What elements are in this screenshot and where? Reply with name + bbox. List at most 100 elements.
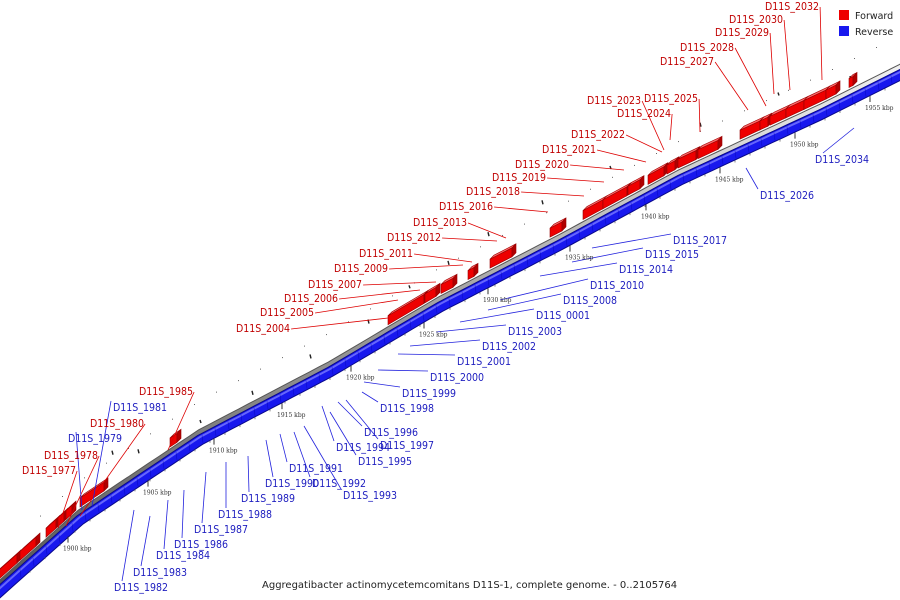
tick-label: 1920 kbp xyxy=(346,375,375,382)
reverse-gene-label: D11S_2014 xyxy=(619,264,673,276)
dotted-guide xyxy=(568,200,569,202)
reverse-gene-boundary xyxy=(422,313,425,322)
tick-label: 1925 kbp xyxy=(419,331,448,338)
reverse-gene-boundary xyxy=(786,126,789,135)
leader-line xyxy=(293,431,311,478)
reverse-gene-boundary xyxy=(682,174,685,183)
tick-label: 1905 kbp xyxy=(143,490,172,497)
backbone xyxy=(0,64,900,586)
forward-gene-side xyxy=(176,428,182,444)
leader-line xyxy=(669,113,673,141)
forward-gene-side xyxy=(511,243,517,258)
leader-line xyxy=(91,400,112,507)
tick-label: 1945 kbp xyxy=(715,176,744,183)
reverse-gene-boundary xyxy=(97,503,100,513)
dotted-guide xyxy=(612,176,613,178)
reverse-gene-boundary xyxy=(175,451,178,461)
forward-gene-label: D11S_2018 xyxy=(466,186,520,198)
reverse-gene-label: D11S_2010 xyxy=(590,280,644,292)
forward-gene-side xyxy=(452,273,458,289)
leader-line xyxy=(337,401,363,427)
dotted-guide xyxy=(546,212,547,214)
reverse-gene-label: D11S_1979 xyxy=(68,433,122,445)
reverse-gene-label: D11S_2000 xyxy=(430,372,484,384)
dotted-guide xyxy=(238,380,239,382)
leader-line xyxy=(121,509,135,582)
dotted-guide xyxy=(194,404,195,405)
reverse-gene-label: D11S_2015 xyxy=(645,249,699,261)
reverse-gene-boundary xyxy=(110,495,113,504)
leader-line xyxy=(442,237,498,242)
reverse-gene-boundary xyxy=(331,366,334,375)
reverse-gene-boundary xyxy=(84,512,87,521)
forward-gene-side xyxy=(639,174,645,190)
gene-labels-layer: D11S_1977 D11S_1978 D11S_1980 D11S_1985 D11S… xyxy=(22,1,869,594)
forward-gene xyxy=(697,135,723,160)
forward-gene-label: D11S_2023 xyxy=(587,95,641,107)
reverse-gene-boundary xyxy=(448,298,451,307)
forward-gene-label: D11S_1985 xyxy=(139,386,193,398)
forward-gene-side xyxy=(835,80,841,95)
dotted-guide xyxy=(722,120,723,122)
leader-line xyxy=(163,499,169,550)
reverse-gene-boundary xyxy=(344,359,347,368)
dotted-guide xyxy=(458,257,459,259)
leader-line xyxy=(494,206,549,213)
reverse-gene-boundary xyxy=(409,320,412,329)
reverse-gene-label: D11S_1994 xyxy=(336,442,390,454)
figure-caption: Aggregatibacter actinomycetemcomitans D1… xyxy=(262,580,677,591)
leader-line xyxy=(279,433,288,463)
reverse-gene-label: D11S_1989 xyxy=(241,493,295,505)
forward-gene-label: D11S_2030 xyxy=(729,14,783,26)
tick-label: 1950 kbp xyxy=(790,142,819,149)
dotted-guide xyxy=(348,321,349,323)
forward-gene-label: D11S_2025 xyxy=(644,93,698,105)
tick-label: 1915 kbp xyxy=(277,412,306,419)
reverse-gene-boundary xyxy=(877,81,880,91)
reverse-gene-label: D11S_2026 xyxy=(760,190,814,202)
reverse-gene-boundary xyxy=(214,428,217,437)
reverse-strand-highlight xyxy=(0,70,900,590)
reverse-gene-boundary xyxy=(708,162,711,171)
reverse-gene-boundary xyxy=(565,237,568,246)
forward-gene-label: D11S_2032 xyxy=(765,1,819,13)
reverse-gene-boundary xyxy=(734,150,737,159)
forward-gene-side xyxy=(473,262,479,278)
strand-marker xyxy=(251,390,254,395)
reverse-gene-boundary xyxy=(630,202,633,211)
forward-gene xyxy=(79,477,109,508)
reverse-gene-boundary xyxy=(474,284,477,293)
leader-line xyxy=(167,391,195,451)
dotted-guide xyxy=(788,89,789,91)
leader-line xyxy=(363,381,401,388)
dotted-guide xyxy=(62,496,63,497)
tick-label: 1955 kbp xyxy=(865,105,894,112)
reverse-gene-label: D11S_2034 xyxy=(815,154,869,166)
leader-line xyxy=(247,455,250,493)
reverse-gene-boundary xyxy=(19,569,22,578)
leader-line xyxy=(769,32,775,95)
dotted-guide xyxy=(106,462,107,464)
reverse-gene-label: D11S_1982 xyxy=(114,582,168,594)
leader-line xyxy=(345,399,379,440)
leader-line xyxy=(625,134,663,153)
leader-line xyxy=(363,281,437,286)
legend: Forward Reverse xyxy=(839,10,893,38)
tick-label: 1940 kbp xyxy=(641,213,670,220)
reverse-gene-boundary xyxy=(162,460,165,469)
reverse-gene-boundary xyxy=(890,75,893,84)
forward-gene-label: D11S_2021 xyxy=(542,144,596,156)
reverse-gene-boundary xyxy=(539,251,542,260)
tick-label: 1935 kbp xyxy=(565,255,594,262)
dotted-guide xyxy=(590,188,591,190)
dotted-guide xyxy=(326,334,327,336)
reverse-gene-label: D11S_2003 xyxy=(508,326,562,338)
reverse-gene-boundary xyxy=(513,264,516,273)
forward-gene xyxy=(677,145,701,169)
leader-line xyxy=(819,6,823,81)
forward-gene-label: D11S_2027 xyxy=(660,56,714,68)
reverse-gene-boundary xyxy=(864,88,867,97)
legend-reverse-swatch xyxy=(839,26,849,36)
